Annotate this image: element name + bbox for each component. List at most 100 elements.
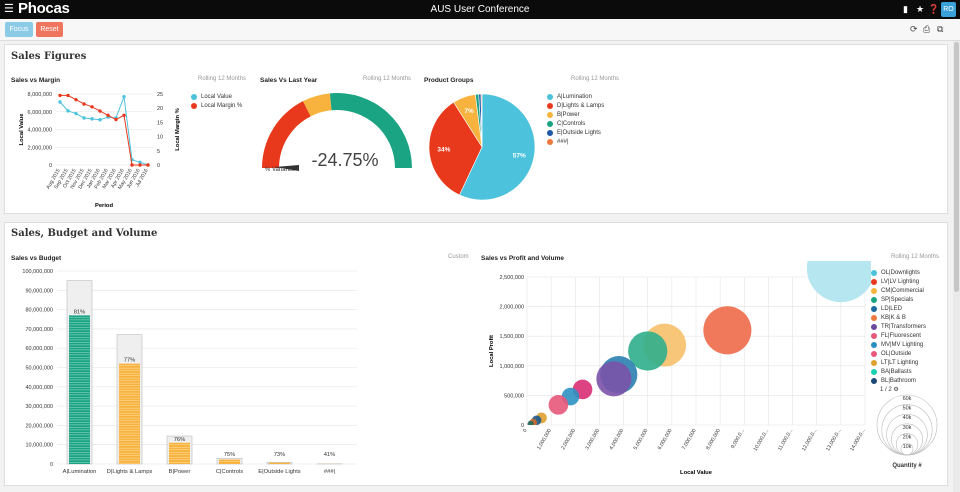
widget-subtitle: Rolling 12 Months bbox=[363, 76, 412, 82]
legend-item[interactable]: TR|Transformers bbox=[871, 322, 926, 331]
legend-item[interactable]: BA|Ballasts bbox=[871, 367, 926, 376]
legend-item[interactable]: CM|Commercial bbox=[871, 286, 926, 295]
sales-margin-legend: Local Value Local Margin % bbox=[191, 92, 242, 110]
y-axis-title: Local Value bbox=[19, 113, 25, 146]
x-tick-label: ###| bbox=[324, 469, 335, 475]
data-point bbox=[74, 111, 78, 116]
legend-item[interactable]: LD|LED bbox=[871, 304, 926, 313]
legend-swatch bbox=[871, 341, 877, 348]
y-tick-label: 20,000,000 bbox=[25, 423, 53, 429]
data-point bbox=[138, 163, 142, 167]
gauge-segment bbox=[262, 101, 311, 168]
legend-item[interactable]: Local Margin % bbox=[191, 101, 242, 110]
y-tick-label: 100,000,000 bbox=[22, 269, 53, 275]
avatar[interactable]: RO bbox=[941, 2, 956, 17]
sales-budget-chart: 0 10,000,000 20,000,000 30,000,000 40,000,00… bbox=[22, 269, 357, 475]
legend-label: SP|Specials bbox=[881, 296, 914, 303]
legend-pager[interactable]: 1 / 2 ⚙ bbox=[880, 386, 899, 393]
legend-swatch bbox=[547, 138, 553, 145]
legend-label: OL|Downlights bbox=[881, 269, 920, 276]
x-tick-label: 9,000,0... bbox=[730, 428, 746, 450]
y-tick-label: 2,500,000 bbox=[500, 275, 524, 281]
legend-swatch bbox=[547, 120, 553, 127]
menu-icon[interactable]: ☰ bbox=[4, 3, 14, 15]
reset-button[interactable]: Reset bbox=[36, 22, 63, 37]
data-point bbox=[90, 117, 94, 121]
legend-item[interactable]: E|Outside Lights bbox=[547, 128, 604, 137]
legend-item[interactable]: A|Lumination bbox=[547, 92, 604, 101]
y2-tick-label: 20 bbox=[157, 106, 163, 112]
x-tick-label: 1,000,000 bbox=[536, 428, 553, 451]
y-tick-label: 0 bbox=[49, 163, 52, 169]
widget-subtitle: Rolling 12 Months bbox=[198, 76, 247, 82]
star-icon[interactable]: ★ bbox=[916, 4, 925, 14]
y-tick-label: 8,000,000 bbox=[28, 92, 52, 98]
data-point bbox=[58, 93, 62, 98]
app-logo[interactable]: Phocas bbox=[18, 0, 70, 17]
bar-value-label: 73% bbox=[274, 452, 286, 458]
legend-item[interactable]: SP|Specials bbox=[871, 295, 926, 304]
y-tick-label: 70,000,000 bbox=[25, 327, 53, 333]
profit-volume-legend: OL|Downlights LV|LV Lighting CM|Commercial… bbox=[871, 268, 926, 385]
pie-slice bbox=[459, 93, 536, 201]
legend-swatch bbox=[547, 93, 553, 100]
legend-item[interactable]: LV|LV Lighting bbox=[871, 277, 926, 286]
y-tick-label: 2,000,000 bbox=[500, 305, 524, 311]
product-groups-pie: 57% 34% 7% bbox=[428, 93, 536, 201]
x-tick-label: 11,000,0... bbox=[777, 428, 794, 452]
bubble bbox=[628, 331, 668, 371]
x-axis-title: Local Value bbox=[680, 470, 713, 476]
legend-item[interactable]: C|Controls bbox=[547, 119, 604, 128]
legend-swatch bbox=[871, 305, 877, 312]
refresh-icon[interactable]: ⟳ bbox=[910, 24, 918, 34]
size-legend-label: 60k bbox=[903, 396, 912, 402]
x-tick-label: 3,000,000 bbox=[584, 428, 601, 451]
size-legend: 60k 50k 40k 30k 20k 10k Quantity # bbox=[876, 394, 938, 469]
copy-icon[interactable]: ⧉ bbox=[937, 24, 944, 34]
legend-label: TR|Transformers bbox=[881, 323, 927, 330]
legend-item[interactable]: ###| bbox=[547, 137, 604, 146]
legend-swatch bbox=[191, 93, 197, 100]
help-icon[interactable]: ❓ bbox=[928, 4, 940, 14]
top-bar: ☰ Phocas AUS User Conference ▮ ★ ❓ RO bbox=[0, 0, 960, 19]
legend-item[interactable]: FL|Fluorescent bbox=[871, 331, 926, 340]
pager-next-icon[interactable]: ⚙ bbox=[893, 387, 899, 393]
x-tick-label: 14,000,0... bbox=[849, 428, 866, 452]
comment-icon[interactable]: ▮ bbox=[903, 4, 908, 14]
legend-item[interactable]: OL|Outside bbox=[871, 349, 926, 358]
x-axis-title: Period bbox=[95, 203, 113, 209]
sales-gauge: -24.75% % Variance bbox=[262, 93, 412, 173]
bubble bbox=[596, 361, 632, 397]
legend-item[interactable]: B|Power bbox=[547, 110, 604, 119]
data-point bbox=[122, 113, 126, 117]
series-line bbox=[60, 94, 148, 166]
gauge-value: -24.75% bbox=[311, 150, 378, 170]
size-legend-circle bbox=[900, 442, 914, 456]
scrollbar-thumb[interactable] bbox=[954, 42, 959, 292]
profit-volume-chart: 0 500,000 1,000,000 1,500,000 2,000,000 2,500… bbox=[489, 261, 871, 476]
x-tick-label: 0 bbox=[522, 428, 529, 434]
legend-item[interactable]: KB|K & B bbox=[871, 313, 926, 322]
legend-swatch bbox=[191, 102, 197, 109]
panel-title: Sales Figures bbox=[11, 51, 87, 62]
print-icon[interactable]: ⎙ bbox=[923, 24, 931, 34]
legend-item[interactable]: MV|MV Lighting bbox=[871, 340, 926, 349]
x-tick-label: 6,000,000 bbox=[657, 428, 674, 451]
legend-item[interactable]: D|Lights & Lamps bbox=[547, 101, 604, 110]
legend-label: A|Lumination bbox=[557, 93, 592, 100]
legend-swatch bbox=[871, 287, 877, 294]
x-tick-label: 12,000,0... bbox=[801, 428, 818, 452]
sales-figures-panel: Sales Figures Sales vs Margin Rolling 12… bbox=[4, 44, 948, 214]
y-tick-label: 4,000,000 bbox=[28, 128, 52, 134]
widget-title: Sales vs Budget bbox=[11, 255, 62, 262]
widget-title: Sales vs Profit and Volume bbox=[481, 255, 564, 262]
legend-label: Local Margin % bbox=[201, 102, 243, 109]
legend-item[interactable]: OL|Downlights bbox=[871, 268, 926, 277]
legend-item[interactable]: BL|Bathroom bbox=[871, 376, 926, 385]
legend-item[interactable]: Local Value bbox=[191, 92, 242, 101]
legend-item[interactable]: LT|LT Lighting bbox=[871, 358, 926, 367]
y-tick-label: 90,000,000 bbox=[25, 288, 53, 294]
data-point bbox=[138, 160, 142, 165]
data-point bbox=[82, 116, 86, 120]
focus-button[interactable]: Focus bbox=[5, 22, 33, 37]
